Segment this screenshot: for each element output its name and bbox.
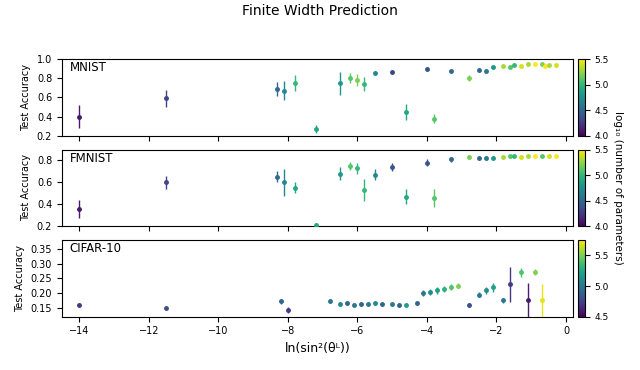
Text: FMNIST: FMNIST [70,152,113,165]
Text: Finite Width Prediction: Finite Width Prediction [242,4,398,18]
Y-axis label: Test Accuracy: Test Accuracy [15,245,25,312]
Y-axis label: Test Accuracy: Test Accuracy [21,64,31,131]
X-axis label: ln(sin²(θᴸ)): ln(sin²(θᴸ)) [285,342,350,355]
Text: MNIST: MNIST [70,61,106,74]
Text: CIFAR-10: CIFAR-10 [70,242,122,255]
Y-axis label: log₁₀ (number of parameters): log₁₀ (number of parameters) [612,111,623,265]
Y-axis label: Test Accuracy: Test Accuracy [21,154,31,221]
